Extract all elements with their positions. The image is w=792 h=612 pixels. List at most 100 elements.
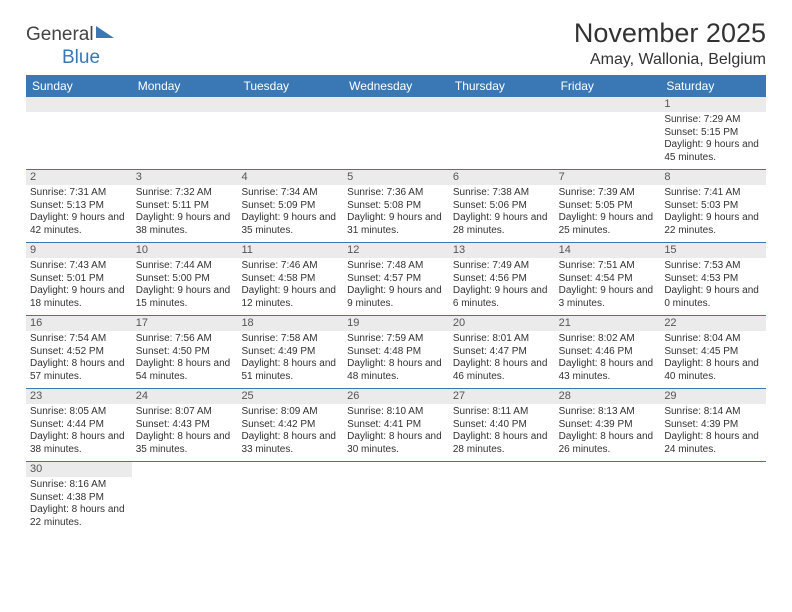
day-cell: 14Sunrise: 7:51 AMSunset: 4:54 PMDayligh…: [555, 243, 661, 315]
daylight-text: Daylight: 8 hours and 46 minutes.: [453, 358, 551, 383]
day-number: 14: [555, 243, 661, 258]
day-cell: [132, 462, 238, 534]
day-cell: 23Sunrise: 8:05 AMSunset: 4:44 PMDayligh…: [26, 389, 132, 461]
daylight-text: Daylight: 8 hours and 51 minutes.: [241, 358, 339, 383]
sunset-text: Sunset: 4:52 PM: [30, 346, 128, 359]
day-number: 28: [555, 389, 661, 404]
day-cell: 28Sunrise: 8:13 AMSunset: 4:39 PMDayligh…: [555, 389, 661, 461]
day-number-row: [555, 97, 661, 112]
sunrise-text: Sunrise: 7:59 AM: [347, 333, 445, 346]
day-number: 10: [132, 243, 238, 258]
sunrise-text: Sunrise: 7:44 AM: [136, 260, 234, 273]
title-block: November 2025 Amay, Wallonia, Belgium: [574, 18, 766, 69]
daylight-text: Daylight: 9 hours and 15 minutes.: [136, 285, 234, 310]
day-cell: 7Sunrise: 7:39 AMSunset: 5:05 PMDaylight…: [555, 170, 661, 242]
sunrise-text: Sunrise: 7:29 AM: [664, 114, 762, 127]
day-cell: [555, 97, 661, 169]
calendar: SundayMondayTuesdayWednesdayThursdayFrid…: [26, 75, 766, 534]
day-cell: [555, 462, 661, 534]
location: Amay, Wallonia, Belgium: [574, 51, 766, 69]
sunrise-text: Sunrise: 7:38 AM: [453, 187, 551, 200]
day-number: 6: [449, 170, 555, 185]
day-cell: 9Sunrise: 7:43 AMSunset: 5:01 PMDaylight…: [26, 243, 132, 315]
day-number: 9: [26, 243, 132, 258]
week-row: 9Sunrise: 7:43 AMSunset: 5:01 PMDaylight…: [26, 243, 766, 316]
weekday-header: Sunday: [26, 75, 132, 97]
weekday-header: Monday: [132, 75, 238, 97]
sunrise-text: Sunrise: 7:39 AM: [559, 187, 657, 200]
daylight-text: Daylight: 9 hours and 0 minutes.: [664, 285, 762, 310]
day-cell: 17Sunrise: 7:56 AMSunset: 4:50 PMDayligh…: [132, 316, 238, 388]
sunrise-text: Sunrise: 7:41 AM: [664, 187, 762, 200]
page: General November 2025 Amay, Wallonia, Be…: [0, 0, 792, 534]
sunrise-text: Sunrise: 8:11 AM: [453, 406, 551, 419]
day-number: 20: [449, 316, 555, 331]
daylight-text: Daylight: 8 hours and 57 minutes.: [30, 358, 128, 383]
sunrise-text: Sunrise: 7:34 AM: [241, 187, 339, 200]
sunrise-text: Sunrise: 7:43 AM: [30, 260, 128, 273]
sunset-text: Sunset: 5:00 PM: [136, 273, 234, 286]
sunrise-text: Sunrise: 7:31 AM: [30, 187, 128, 200]
daylight-text: Daylight: 8 hours and 54 minutes.: [136, 358, 234, 383]
day-number: 2: [26, 170, 132, 185]
daylight-text: Daylight: 9 hours and 45 minutes.: [664, 139, 762, 164]
day-cell: [660, 462, 766, 534]
sunset-text: Sunset: 5:15 PM: [664, 127, 762, 140]
sunset-text: Sunset: 4:56 PM: [453, 273, 551, 286]
sunrise-text: Sunrise: 7:53 AM: [664, 260, 762, 273]
daylight-text: Daylight: 9 hours and 22 minutes.: [664, 212, 762, 237]
day-cell: 1Sunrise: 7:29 AMSunset: 5:15 PMDaylight…: [660, 97, 766, 169]
day-cell: 6Sunrise: 7:38 AMSunset: 5:06 PMDaylight…: [449, 170, 555, 242]
daylight-text: Daylight: 8 hours and 30 minutes.: [347, 431, 445, 456]
day-number-row: [237, 97, 343, 112]
sunset-text: Sunset: 5:13 PM: [30, 200, 128, 213]
sunset-text: Sunset: 4:58 PM: [241, 273, 339, 286]
sunrise-text: Sunrise: 8:10 AM: [347, 406, 445, 419]
daylight-text: Daylight: 8 hours and 38 minutes.: [30, 431, 128, 456]
daylight-text: Daylight: 9 hours and 35 minutes.: [241, 212, 339, 237]
day-number: 27: [449, 389, 555, 404]
day-number: 30: [26, 462, 132, 477]
daylight-text: Daylight: 8 hours and 28 minutes.: [453, 431, 551, 456]
sunset-text: Sunset: 4:49 PM: [241, 346, 339, 359]
daylight-text: Daylight: 8 hours and 48 minutes.: [347, 358, 445, 383]
sunset-text: Sunset: 5:11 PM: [136, 200, 234, 213]
week-row: 16Sunrise: 7:54 AMSunset: 4:52 PMDayligh…: [26, 316, 766, 389]
sunset-text: Sunset: 4:38 PM: [30, 492, 128, 505]
day-number: 21: [555, 316, 661, 331]
day-number-row: [132, 97, 238, 112]
daylight-text: Daylight: 8 hours and 35 minutes.: [136, 431, 234, 456]
day-cell: 22Sunrise: 8:04 AMSunset: 4:45 PMDayligh…: [660, 316, 766, 388]
sunset-text: Sunset: 4:54 PM: [559, 273, 657, 286]
sunset-text: Sunset: 5:06 PM: [453, 200, 551, 213]
logo-text-part1: General: [26, 24, 94, 46]
day-number: 26: [343, 389, 449, 404]
day-cell: [449, 462, 555, 534]
daylight-text: Daylight: 8 hours and 33 minutes.: [241, 431, 339, 456]
sunset-text: Sunset: 4:46 PM: [559, 346, 657, 359]
sunrise-text: Sunrise: 7:56 AM: [136, 333, 234, 346]
day-cell: 30Sunrise: 8:16 AMSunset: 4:38 PMDayligh…: [26, 462, 132, 534]
sunrise-text: Sunrise: 7:32 AM: [136, 187, 234, 200]
day-number: 5: [343, 170, 449, 185]
day-number: 22: [660, 316, 766, 331]
logo: General: [26, 24, 114, 46]
daylight-text: Daylight: 9 hours and 9 minutes.: [347, 285, 445, 310]
day-cell: 18Sunrise: 7:58 AMSunset: 4:49 PMDayligh…: [237, 316, 343, 388]
sunrise-text: Sunrise: 7:46 AM: [241, 260, 339, 273]
sunset-text: Sunset: 4:39 PM: [559, 419, 657, 432]
day-number: 3: [132, 170, 238, 185]
day-cell: 15Sunrise: 7:53 AMSunset: 4:53 PMDayligh…: [660, 243, 766, 315]
day-cell: 26Sunrise: 8:10 AMSunset: 4:41 PMDayligh…: [343, 389, 449, 461]
sunrise-text: Sunrise: 8:09 AM: [241, 406, 339, 419]
day-cell: 12Sunrise: 7:48 AMSunset: 4:57 PMDayligh…: [343, 243, 449, 315]
day-number: 7: [555, 170, 661, 185]
day-number: 4: [237, 170, 343, 185]
day-cell: [343, 97, 449, 169]
day-number-row: [449, 97, 555, 112]
sunrise-text: Sunrise: 8:13 AM: [559, 406, 657, 419]
sunset-text: Sunset: 5:09 PM: [241, 200, 339, 213]
sunrise-text: Sunrise: 8:16 AM: [30, 479, 128, 492]
weekday-header: Friday: [555, 75, 661, 97]
daylight-text: Daylight: 9 hours and 18 minutes.: [30, 285, 128, 310]
